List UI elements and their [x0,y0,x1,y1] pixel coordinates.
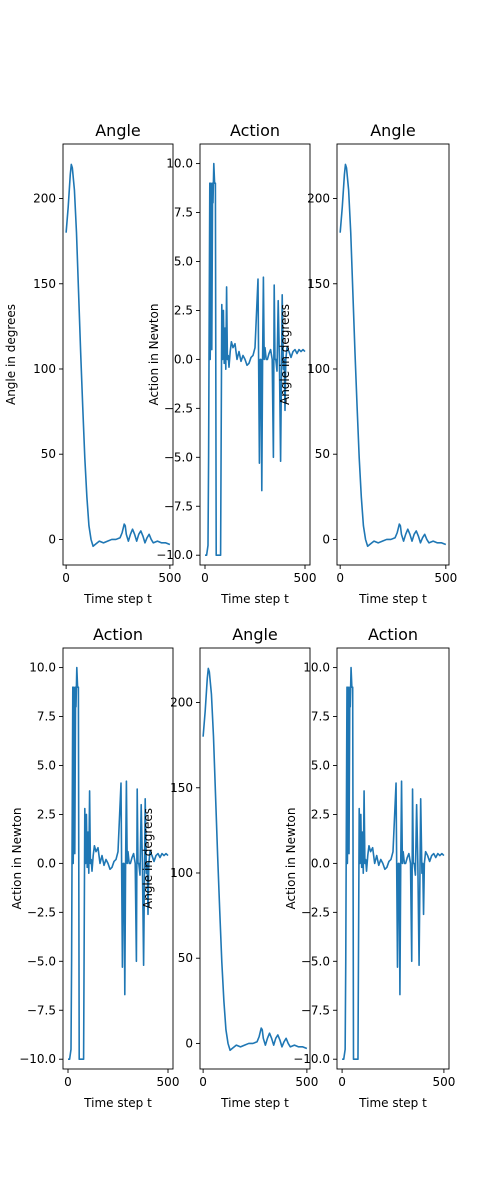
y-tick-label: 5.0 [311,758,330,772]
series-line [202,667,308,1052]
x-tick-label: 0 [64,1075,72,1089]
y-tick-label: 0 [48,532,56,546]
y-tick-label: 2.5 [37,807,56,821]
y-tick-label: 7.5 [311,710,330,724]
y-tick-label: −2.5 [301,905,330,919]
x-axis-label: Time step t [83,1096,152,1110]
x-tick-label: 500 [294,571,317,585]
y-axis-label: Action in Newton [10,808,24,910]
y-tick-label: 50 [41,447,56,461]
x-axis-label: Time step t [83,592,152,606]
subplot-5: 0 50 100 150 200 0 500 Angle Time step t Angle in… [141,625,318,1110]
y-axis-label: Angle in degrees [278,304,292,405]
y-tick-label: 200 [170,696,193,710]
x-axis-label: Time step t [358,1096,427,1110]
y-axis-label: Action in Newton [284,808,298,910]
series-line [68,666,169,1061]
y-tick-label: −7.5 [301,1003,330,1017]
y-tick-label: −2.5 [27,905,56,919]
subplot-title: Angle [95,121,141,140]
x-axis-label: Time step t [220,592,289,606]
y-axis-label: Angle in degrees [4,304,18,405]
axes-frame [336,143,450,566]
subplot-title: Angle [370,121,416,140]
x-axis-label: Time step t [220,1096,289,1110]
x-tick-label: 500 [295,1075,318,1089]
x-tick-label: 0 [338,1075,346,1089]
subplot-title: Action [93,625,143,644]
y-tick-label: −5.0 [301,954,330,968]
y-tick-label: 0 [322,532,330,546]
x-tick-label: 0 [201,571,209,585]
x-tick-label: 500 [157,1075,180,1089]
series-line [65,163,171,548]
y-tick-label: 0.0 [37,856,56,870]
y-tick-label: −2.5 [164,401,193,415]
y-tick-label: 50 [315,447,330,461]
y-tick-label: 5.0 [37,758,56,772]
axes-frame [336,647,450,1070]
y-tick-label: 150 [307,277,330,291]
y-tick-label: 200 [307,192,330,206]
subplot-title: Action [368,625,418,644]
y-tick-label: 10.0 [303,661,330,675]
y-tick-label: 10.0 [29,661,56,675]
y-tick-label: −5.0 [164,450,193,464]
y-tick-label: −7.5 [27,1003,56,1017]
x-tick-label: 0 [336,571,344,585]
y-tick-label: 2.5 [174,303,193,317]
x-tick-label: 500 [158,571,181,585]
subplot-title: Angle [232,625,278,644]
y-tick-label: 200 [33,192,56,206]
y-tick-label: 100 [307,362,330,376]
x-axis-label: Time step t [358,592,427,606]
y-tick-label: 100 [33,362,56,376]
series-line [339,163,447,548]
y-tick-label: 7.5 [37,710,56,724]
y-axis-label: Action in Newton [147,304,161,406]
subplot-title: Action [230,121,280,140]
y-tick-label: 50 [178,951,193,965]
subplot-3: 0 50 100 150 200 0 500 Angle Time step t Angle in… [278,121,457,606]
y-tick-label: −5.0 [27,954,56,968]
y-tick-label: −10.0 [156,548,193,562]
axes-frame [62,647,174,1070]
y-tick-label: 5.0 [174,254,193,268]
axes-frame [62,143,174,566]
y-tick-label: −10.0 [19,1052,56,1066]
y-axis-label: Angle in degrees [141,808,155,909]
series-line [342,666,445,1061]
y-tick-label: 0 [185,1036,193,1050]
x-tick-label: 0 [199,1075,207,1089]
x-tick-label: 0 [62,571,70,585]
y-tick-label: −7.5 [164,499,193,513]
subplot-4: −10.0 −7.5 −5.0 −2.5 0.0 2.5 5.0 7.5 10.0 0 500 Act… [10,625,179,1110]
axes-frame [199,143,311,566]
y-tick-label: 0.0 [174,352,193,366]
x-tick-label: 500 [434,571,457,585]
x-tick-label: 500 [432,1075,455,1089]
series-line [205,162,306,557]
axes-frame [199,647,311,1070]
subplot-6: −10.0 −7.5 −5.0 −2.5 0.0 2.5 5.0 7.5 10.0 0 500 Act… [284,625,455,1110]
y-tick-label: 10.0 [166,157,193,171]
subplot-1: 0 50 100 150 200 0 500 Angle Time step t Angle in… [4,121,181,606]
y-tick-label: 150 [33,277,56,291]
y-tick-label: 2.5 [311,807,330,821]
y-tick-label: −10.0 [293,1052,330,1066]
y-tick-label: 100 [170,866,193,880]
y-tick-label: 0.0 [311,856,330,870]
subplot-2: −10.0 −7.5 −5.0 −2.5 0.0 2.5 5.0 7.5 10.0 0 500 Act… [147,121,316,606]
y-tick-label: 150 [170,781,193,795]
y-tick-label: 7.5 [174,206,193,220]
